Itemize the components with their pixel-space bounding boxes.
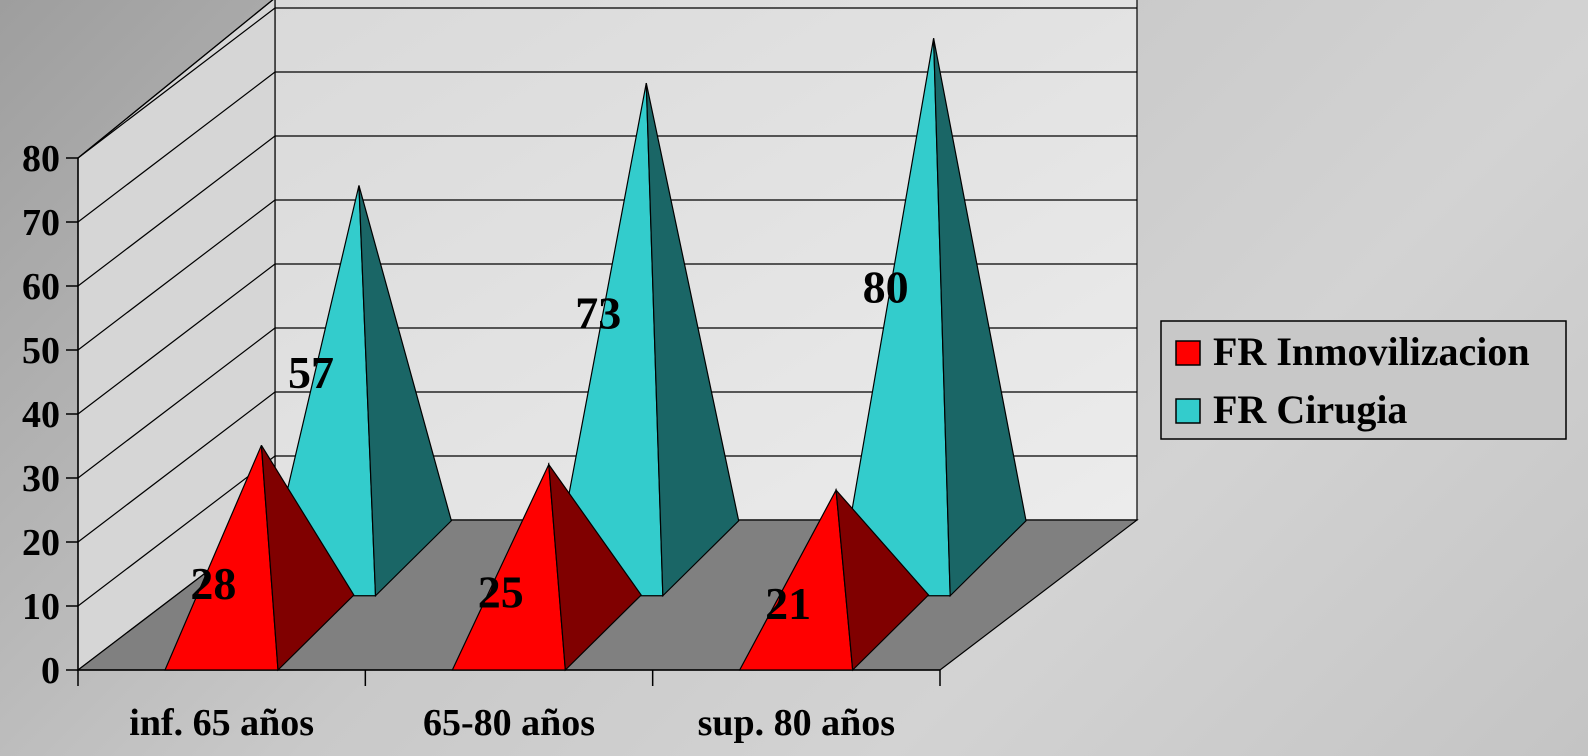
legend-swatch <box>1175 398 1201 424</box>
y-tick-label: 50 <box>22 330 60 372</box>
legend: FR Inmovilizacion FR Cirugia <box>1160 320 1567 440</box>
wall-top-edge <box>77 0 274 159</box>
y-tick-label: 70 <box>22 202 60 244</box>
y-tick-label: 0 <box>41 650 60 692</box>
data-label: 80 <box>863 261 909 312</box>
y-tick-label: 30 <box>22 458 60 500</box>
legend-entry-label: FR Inmovilizacion <box>1213 329 1530 374</box>
y-tick-label: 80 <box>22 138 60 180</box>
gridline <box>77 455 1137 607</box>
gridline <box>77 199 1137 351</box>
x-category-label: 65-80 años <box>423 702 595 744</box>
y-tick-label: 10 <box>22 586 60 628</box>
pyramid-side-face <box>933 38 1027 598</box>
pyramid-side-face <box>260 444 355 672</box>
legend-entry-label: FR Cirugia <box>1213 387 1407 432</box>
legend-swatch <box>1175 340 1201 366</box>
gridlines <box>77 0 1137 607</box>
pyramid-side-face <box>547 462 642 672</box>
pyramid-side-face <box>645 82 740 598</box>
data-label: 73 <box>575 287 621 338</box>
gridline <box>77 7 1137 159</box>
data-label: 28 <box>190 558 236 609</box>
y-tick-label: 60 <box>22 266 60 308</box>
pyramid-side-face <box>358 185 453 598</box>
legend-box <box>1160 320 1567 440</box>
y-tick-label: 20 <box>22 522 60 564</box>
data-label: 25 <box>478 567 524 618</box>
pyramids <box>164 38 1027 672</box>
gridline <box>77 71 1137 223</box>
gridline <box>77 391 1137 543</box>
gridline <box>77 135 1137 287</box>
pyramid-side-face <box>835 488 930 672</box>
data-label: 21 <box>765 578 811 629</box>
gridline <box>77 327 1137 479</box>
x-category-label: inf. 65 años <box>129 702 314 744</box>
data-label: 57 <box>288 347 334 398</box>
gridline <box>77 263 1137 415</box>
data-labels: 57 73 80 28 25 21 <box>190 261 908 629</box>
y-tick-label: 40 <box>22 394 60 436</box>
x-category-label: sup. 80 años <box>698 702 895 744</box>
